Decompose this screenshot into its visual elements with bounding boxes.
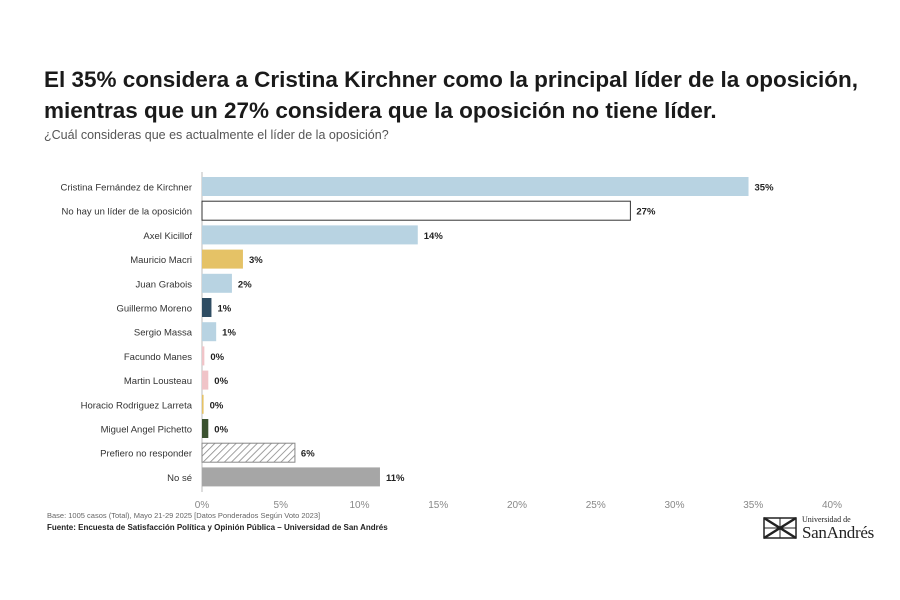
university-logo: Universidad de SanAndrés — [762, 514, 890, 544]
bar — [202, 419, 209, 438]
value-label: 0% — [214, 425, 228, 436]
x-tick-label: 10% — [349, 500, 369, 511]
category-label: Sergio Massa — [134, 328, 193, 339]
logo-text-line2: SanAndrés — [802, 523, 874, 542]
x-tick-label: 5% — [274, 500, 289, 511]
x-tick-label: 20% — [507, 500, 527, 511]
category-label: Miguel Angel Pichetto — [101, 425, 192, 436]
category-label: No hay un líder de la oposición — [62, 207, 192, 218]
value-label: 35% — [755, 183, 775, 194]
bar — [202, 467, 380, 487]
x-tick-label: 0% — [195, 500, 210, 511]
value-label: 0% — [210, 400, 224, 411]
bar — [201, 200, 631, 221]
category-label: Facundo Manes — [124, 352, 192, 363]
bar — [202, 370, 209, 390]
value-label: 6% — [301, 449, 315, 460]
value-label: 1% — [217, 304, 231, 315]
chart-subtitle: ¿Cuál consideras que es actualmente el l… — [44, 128, 389, 142]
bar — [202, 394, 204, 414]
x-tick-label: 15% — [428, 500, 448, 511]
value-label: 0% — [210, 352, 224, 363]
category-label: Cristina Fernández de Kirchner — [61, 183, 192, 194]
bar — [202, 225, 418, 245]
category-label: Axel Kicillof — [143, 231, 192, 242]
category-label: No sé — [167, 473, 192, 484]
value-label: 0% — [214, 376, 228, 387]
value-label: 2% — [238, 279, 252, 290]
base-note: Base: 1005 casos (Total), Mayo 21-29 202… — [47, 511, 321, 520]
x-tick-label: 35% — [743, 500, 763, 511]
category-label: Horacio Rodriguez Larreta — [81, 400, 193, 411]
value-label: 27% — [636, 207, 656, 218]
university-crest-icon — [763, 516, 797, 540]
value-label: 14% — [424, 231, 444, 242]
source-note: Fuente: Encuesta de Satisfacción Polític… — [47, 523, 388, 532]
category-label: Guillermo Moreno — [117, 304, 193, 315]
bar — [202, 346, 205, 366]
value-label: 3% — [249, 255, 263, 266]
bar — [202, 322, 217, 342]
category-label: Mauricio Macri — [130, 255, 192, 266]
x-tick-label: 30% — [664, 500, 684, 511]
chart-title: El 35% considera a Cristina Kirchner com… — [44, 67, 858, 123]
value-label: 11% — [386, 473, 405, 484]
x-tick-label: 40% — [822, 500, 842, 511]
bar — [202, 249, 243, 269]
bar — [202, 273, 232, 293]
logo-text-line1: Universidad de — [802, 515, 851, 524]
category-label: Juan Grabois — [135, 279, 192, 290]
value-label: 1% — [222, 328, 236, 339]
bar — [201, 442, 296, 463]
x-tick-label: 25% — [586, 500, 606, 511]
category-label: Prefiero no responder — [100, 449, 192, 460]
category-label: Martin Lousteau — [124, 376, 192, 387]
bar — [202, 177, 749, 196]
bar — [202, 298, 212, 317]
